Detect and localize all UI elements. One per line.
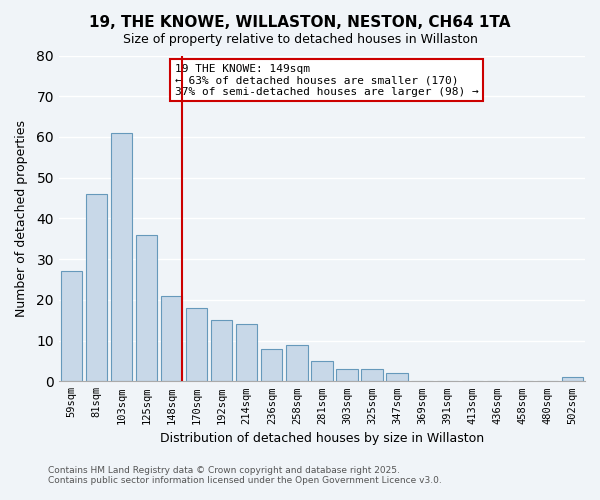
Bar bbox=[211, 320, 232, 382]
Bar bbox=[236, 324, 257, 382]
Bar bbox=[111, 133, 132, 382]
Text: Contains HM Land Registry data © Crown copyright and database right 2025.
Contai: Contains HM Land Registry data © Crown c… bbox=[48, 466, 442, 485]
X-axis label: Distribution of detached houses by size in Willaston: Distribution of detached houses by size … bbox=[160, 432, 484, 445]
Text: 19, THE KNOWE, WILLASTON, NESTON, CH64 1TA: 19, THE KNOWE, WILLASTON, NESTON, CH64 1… bbox=[89, 15, 511, 30]
Text: Size of property relative to detached houses in Willaston: Size of property relative to detached ho… bbox=[122, 32, 478, 46]
Text: 19 THE KNOWE: 149sqm
← 63% of detached houses are smaller (170)
37% of semi-deta: 19 THE KNOWE: 149sqm ← 63% of detached h… bbox=[175, 64, 478, 97]
Bar bbox=[186, 308, 207, 382]
Bar bbox=[337, 369, 358, 382]
Bar bbox=[136, 234, 157, 382]
Bar bbox=[361, 369, 383, 382]
Bar bbox=[311, 361, 332, 382]
Bar bbox=[286, 344, 308, 382]
Bar bbox=[562, 377, 583, 382]
Bar bbox=[61, 272, 82, 382]
Y-axis label: Number of detached properties: Number of detached properties bbox=[15, 120, 28, 317]
Bar bbox=[261, 348, 283, 382]
Bar bbox=[161, 296, 182, 382]
Bar bbox=[86, 194, 107, 382]
Bar bbox=[386, 373, 408, 382]
